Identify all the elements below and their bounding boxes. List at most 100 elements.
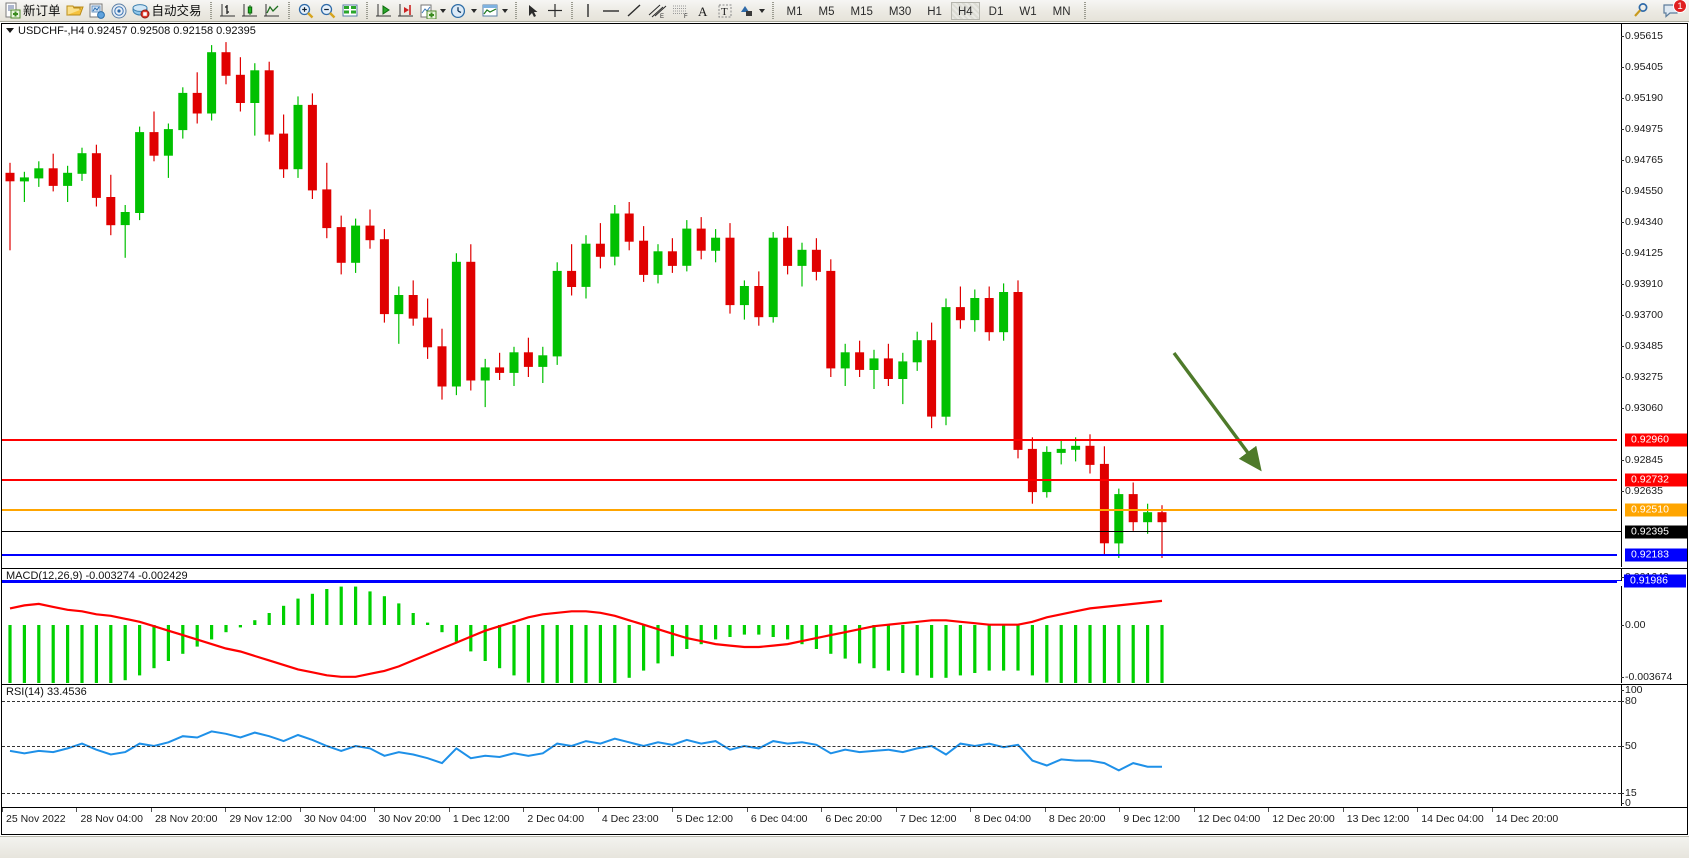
timeframe-mn[interactable]: MN [1052,5,1071,18]
time-axis-label: 30 Nov 04:00 [303,813,367,825]
collapse-triangle-icon[interactable] [6,28,14,33]
zoom-out-button[interactable] [317,1,339,21]
chevron-down-icon[interactable] [439,8,446,13]
fibo-icon: F [672,5,688,19]
price-tick: 0.92635 [1621,485,1663,497]
alerts-button[interactable]: 1 [1660,0,1687,21]
time-axis-tick [448,808,450,812]
macd-plot[interactable] [2,569,1621,683]
price-tick: 0.94975 [1621,123,1663,135]
rsi-scale[interactable]: 100 80 50 15 0 [1621,685,1687,806]
autotrading-button[interactable]: 自动交易 [130,1,205,21]
trendline-button[interactable] [623,1,645,21]
level-line-resistance-2[interactable] [2,479,1621,484]
price-pane[interactable]: USDCHF-,H4 0.92457 0.92508 0.92158 0.923… [2,24,1687,567]
time-axis[interactable]: 25 Nov 2022 28 Nov 04:00 28 Nov 20:00 29 No… [2,807,1687,834]
crosshair-button[interactable] [544,1,566,21]
zoom-out-icon [320,3,335,18]
level-line-resistance-1[interactable] [2,439,1621,444]
time-axis-label: 29 Nov 12:00 [229,813,292,825]
rsi-tick: 50 [1621,740,1637,752]
rsi-header: RSI(14) 33.4536 [6,686,87,698]
time-axis-label: 14 Dec 20:00 [1495,813,1559,825]
timeframe-w1[interactable]: W1 [1019,5,1037,18]
rsi-plot[interactable] [2,685,1621,806]
down-trend-arrow[interactable] [1170,349,1290,499]
time-axis-tick [895,808,897,812]
templates-button[interactable] [479,1,510,21]
time-axis-label: 30 Nov 20:00 [378,813,441,825]
timeframe-h1[interactable]: H1 [927,5,942,18]
equidistant-button[interactable]: E [645,1,669,21]
time-axis-label: 9 Dec 12:00 [1123,813,1180,825]
text-button[interactable]: A [693,1,714,21]
zoom-in-button[interactable] [295,1,317,21]
profiles-icon [89,3,105,19]
timeframe-m5[interactable]: M5 [818,5,835,18]
timeframe-m30[interactable]: M30 [888,5,912,18]
candle-chart-button[interactable] [239,1,261,21]
signals-button[interactable] [108,1,130,21]
shift-end-button[interactable] [395,1,417,21]
profiles-button[interactable] [86,1,108,21]
level-tag-last-price: 0.92395 [1625,525,1687,539]
level-tag-resistance-1[interactable]: 0.92960 [1625,433,1687,447]
label-icon: T [718,4,732,18]
chart-header: USDCHF-,H4 0.92457 0.92508 0.92158 0.923… [6,25,256,37]
toolbar-separator [512,1,519,20]
fibo-button[interactable]: F [669,1,693,21]
time-axis-tick [523,808,525,812]
timeframe-m15[interactable]: M15 [850,5,873,18]
hline-button[interactable] [599,1,623,21]
level-line-support-2[interactable] [2,580,1622,586]
time-axis-label: 12 Dec 20:00 [1272,813,1335,825]
timeframe-m1[interactable]: M1 [786,5,803,18]
new-order-button[interactable]: 新订单 [2,1,64,21]
level-line-support-1[interactable] [2,554,1621,559]
bar-chart-button[interactable] [217,1,239,21]
indicators-button[interactable] [417,1,448,21]
level-tag-support-1[interactable]: 0.92183 [1625,548,1687,562]
data-window-button[interactable] [339,1,361,21]
level-tag-pivot[interactable]: 0.92510 [1625,503,1687,517]
shapes-button[interactable] [736,1,767,21]
line-chart-button[interactable] [261,1,283,21]
folder-button[interactable] [64,1,86,21]
period-button[interactable] [448,1,479,21]
time-axis-label: 25 Nov 2022 [6,813,66,825]
shapes-icon [740,5,752,16]
chevron-down-icon[interactable] [758,8,765,13]
candles-icon [241,3,257,16]
autotrading-label: 自动交易 [151,3,202,18]
search-button[interactable] [1630,1,1652,21]
signals-icon [111,3,127,18]
vline-button[interactable] [578,1,599,21]
price-scale[interactable]: 0.95615 0.95405 0.95190 0.94975 0.94765 … [1621,24,1687,567]
macd-pane[interactable]: MACD(12,26,9) -0.003274 -0.002429 0.0016… [2,568,1687,683]
chevron-down-icon[interactable] [470,8,477,13]
cursor-button[interactable] [522,1,544,21]
timeframe-h4[interactable]: H4 [950,1,980,20]
rsi-tick: 0 [1621,797,1631,806]
toolbar-separator [1081,1,1088,20]
time-axis-label: 6 Dec 04:00 [750,813,808,825]
price-plot[interactable] [2,24,1621,567]
level-tag-resistance-2[interactable]: 0.92732 [1625,473,1687,487]
toolbar-separator [285,1,292,20]
rsi-series [9,730,1162,772]
macd-scale[interactable]: 0.001642 0.00 -0.003674 [1620,569,1687,683]
time-axis-label: 28 Nov 04:00 [80,813,143,825]
chevron-down-icon[interactable] [501,8,508,13]
time-axis-label: 2 Dec 04:00 [527,813,585,825]
time-axis-label: 8 Dec 20:00 [1048,813,1106,825]
chart-window[interactable]: USDCHF-,H4 0.92457 0.92508 0.92158 0.923… [1,23,1688,835]
autotrading-icon [132,3,150,18]
timeframe-d1[interactable]: D1 [988,5,1004,18]
level-line-pivot[interactable] [2,509,1621,514]
price-tick: 0.95405 [1621,61,1663,73]
shift-start-button[interactable] [373,1,395,21]
rsi-pane[interactable]: RSI(14) 33.4536 100 80 50 15 0 [2,684,1687,806]
price-tick: 0.95615 [1621,30,1663,42]
label-button[interactable]: T [714,1,736,21]
level-tag-support-2[interactable]: 0.91986 [1624,574,1686,588]
